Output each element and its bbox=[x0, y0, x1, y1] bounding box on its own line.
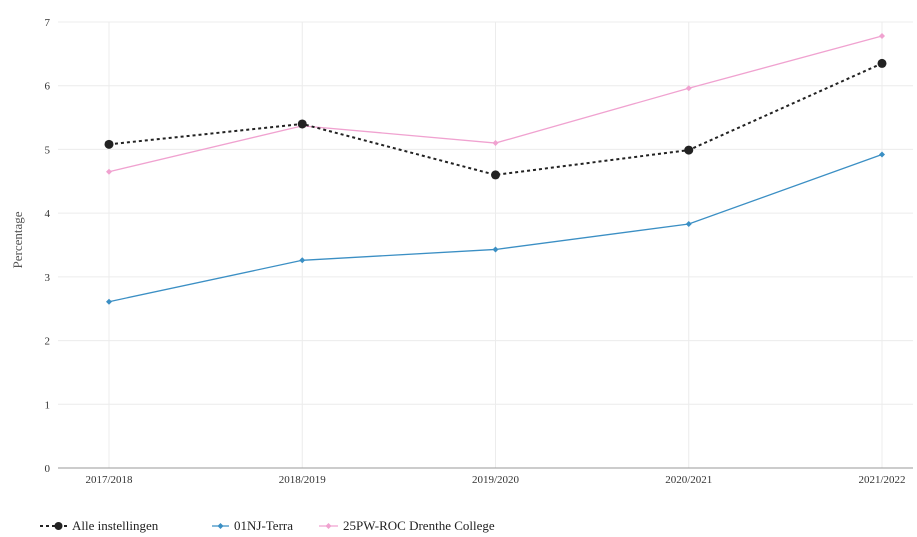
y-tick-label: 1 bbox=[45, 399, 51, 411]
x-tick-label: 2020/2021 bbox=[665, 474, 712, 486]
y-tick-label: 7 bbox=[45, 17, 51, 29]
data-point bbox=[106, 298, 112, 305]
data-point bbox=[879, 33, 885, 40]
data-point bbox=[879, 151, 885, 158]
legend-marker bbox=[54, 522, 63, 530]
y-tick-label: 2 bbox=[45, 336, 51, 348]
series-layer bbox=[104, 33, 887, 305]
y-tick-label: 4 bbox=[45, 208, 51, 220]
legend-marker bbox=[325, 523, 332, 529]
data-point bbox=[685, 220, 692, 227]
x-tick-label: 2018/2019 bbox=[279, 474, 327, 486]
y-tick-label: 5 bbox=[45, 144, 51, 156]
data-point bbox=[106, 168, 112, 175]
legend-label: Alle instellingen bbox=[72, 518, 159, 533]
legend-label: 25PW-ROC Drenthe College bbox=[343, 518, 495, 533]
x-tick-label: 2019/2020 bbox=[472, 474, 520, 486]
data-point bbox=[104, 139, 114, 149]
y-tick-labels: 0 1 2 3 4 5 6 7 bbox=[45, 17, 51, 475]
x-tick-labels: 2017/2018 2018/2019 2019/2020 2020/2021 2021… bbox=[85, 474, 905, 486]
y-tick-label: 6 bbox=[45, 81, 51, 93]
x-tick-label: 2017/2018 bbox=[85, 474, 133, 486]
data-point bbox=[492, 140, 499, 147]
legend: Alle instellingen 01NJ-Terra 25PW-ROC Dren… bbox=[40, 518, 495, 533]
data-point bbox=[491, 170, 500, 180]
legend-marker bbox=[217, 523, 224, 529]
data-point bbox=[299, 257, 306, 264]
y-axis-title: Percentage bbox=[10, 211, 25, 268]
y-tick-label: 0 bbox=[45, 463, 51, 475]
x-tick-label: 2021/2022 bbox=[858, 474, 905, 486]
legend-label: 01NJ-Terra bbox=[234, 518, 293, 533]
data-point bbox=[492, 246, 499, 253]
data-point bbox=[684, 145, 694, 155]
y-tick-label: 3 bbox=[45, 272, 51, 284]
data-point bbox=[685, 85, 692, 92]
data-point bbox=[877, 58, 887, 68]
grid bbox=[58, 21, 913, 468]
data-point bbox=[297, 119, 307, 129]
